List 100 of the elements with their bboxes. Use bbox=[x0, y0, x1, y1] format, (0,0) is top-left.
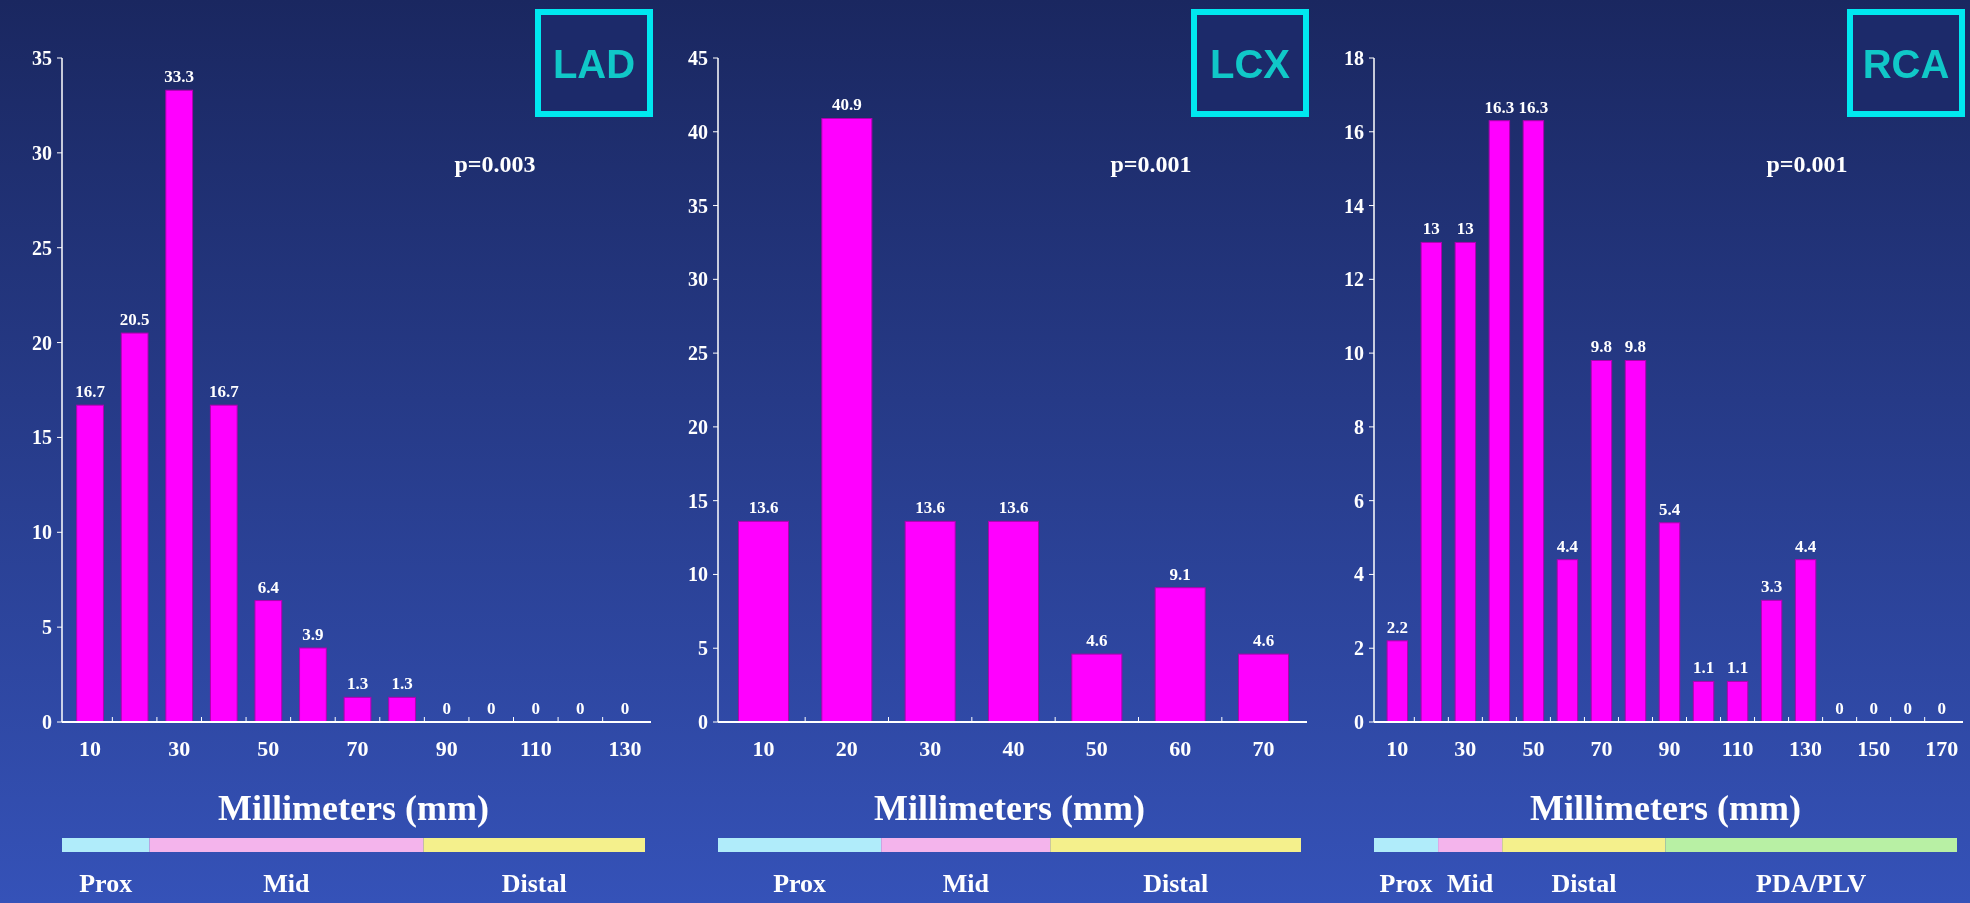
bar bbox=[1726, 680, 1749, 723]
x-axis-title: Millimeters (mm) bbox=[1530, 788, 1801, 828]
text: Mid bbox=[263, 869, 311, 898]
data-label: 0 bbox=[1835, 699, 1844, 718]
bar bbox=[1658, 522, 1681, 723]
y-tick-label: 6 bbox=[1354, 489, 1364, 512]
y-tick-label: 35 bbox=[688, 194, 708, 217]
data-label: 3.3 bbox=[1760, 577, 1783, 597]
bar bbox=[988, 520, 1039, 723]
y-tick-label: 5 bbox=[698, 637, 708, 660]
x-tick-label: 130 bbox=[1789, 736, 1823, 761]
text: Distal bbox=[1143, 869, 1209, 898]
data-label: 16.7 bbox=[208, 382, 240, 402]
x-tick-label: 170 bbox=[1925, 736, 1959, 761]
x-tick-label: 40 bbox=[1002, 736, 1025, 761]
y-tick-label: 15 bbox=[688, 489, 708, 512]
x-tick-label: 10 bbox=[752, 736, 775, 761]
y-tick-label: 40 bbox=[688, 120, 708, 143]
bar bbox=[299, 647, 327, 723]
data-label: 40.9 bbox=[831, 95, 862, 115]
bar bbox=[343, 696, 372, 723]
x-tick-label: 90 bbox=[1658, 736, 1681, 761]
text: PDA/PLV bbox=[1756, 869, 1867, 898]
data-label: 6.4 bbox=[257, 577, 280, 597]
x-tick-label: 30 bbox=[168, 736, 191, 761]
y-tick-label: 0 bbox=[698, 711, 708, 733]
y-tick-label: 25 bbox=[32, 236, 52, 259]
data-label: 0 bbox=[1869, 699, 1878, 718]
data-label: 0 bbox=[620, 699, 630, 718]
bar bbox=[738, 520, 789, 723]
data-label: 13 bbox=[1422, 219, 1440, 239]
bar bbox=[821, 118, 873, 723]
bar bbox=[254, 600, 283, 723]
data-label: 9.8 bbox=[1624, 337, 1647, 357]
chart-title: LCX bbox=[1210, 42, 1291, 86]
bar bbox=[120, 332, 149, 723]
bar bbox=[76, 404, 104, 723]
x-axis-title: Millimeters (mm) bbox=[874, 788, 1145, 828]
x-tick-label: 30 bbox=[919, 736, 942, 761]
chart-title: RCA bbox=[1862, 42, 1950, 86]
data-label: 4.6 bbox=[1252, 631, 1275, 651]
text: Prox bbox=[79, 869, 133, 898]
annotation: p=0.003 bbox=[454, 151, 536, 177]
bar bbox=[209, 404, 238, 723]
data-label: 33.3 bbox=[164, 67, 195, 87]
y-tick-label: 35 bbox=[32, 47, 52, 69]
bar bbox=[1238, 653, 1289, 723]
y-tick-label: 14 bbox=[1344, 194, 1364, 217]
annotation: p=0.001 bbox=[1766, 151, 1848, 177]
data-label: 16.3 bbox=[1518, 97, 1549, 117]
x-tick-label: 30 bbox=[1454, 736, 1477, 761]
bar bbox=[1692, 680, 1715, 723]
y-tick-label: 5 bbox=[42, 616, 52, 639]
bar bbox=[1522, 120, 1545, 723]
bar bbox=[1154, 587, 1206, 723]
bar bbox=[1420, 241, 1443, 723]
x-tick-label: 60 bbox=[1169, 736, 1192, 761]
data-label: 3.9 bbox=[302, 625, 324, 645]
data-label: 5.4 bbox=[1658, 499, 1681, 519]
y-tick-label: 2 bbox=[1354, 637, 1364, 660]
y-tick-label: 10 bbox=[1344, 342, 1364, 365]
y-tick-label: 12 bbox=[1344, 268, 1364, 291]
x-tick-label: 70 bbox=[346, 736, 369, 761]
data-label: 0 bbox=[1903, 699, 1912, 718]
x-axis-title: Millimeters (mm) bbox=[218, 788, 489, 828]
x-tick-label: 130 bbox=[608, 736, 642, 761]
data-label: 2.2 bbox=[1386, 617, 1408, 637]
data-label: 0 bbox=[531, 699, 541, 718]
data-label: 4.4 bbox=[1794, 536, 1817, 556]
bar bbox=[1760, 599, 1783, 723]
data-label: 1.3 bbox=[346, 674, 369, 694]
x-tick-label: 50 bbox=[1085, 736, 1108, 761]
bar bbox=[1071, 653, 1123, 723]
x-tick-label: 20 bbox=[835, 736, 858, 761]
x-tick-label: 50 bbox=[1522, 736, 1545, 761]
y-tick-label: 0 bbox=[1354, 711, 1364, 733]
x-tick-label: 70 bbox=[1590, 736, 1613, 761]
chart-title: LAD bbox=[552, 42, 636, 86]
x-tick-label: 70 bbox=[1252, 736, 1275, 761]
y-tick-label: 0 bbox=[42, 711, 52, 733]
text: Prox bbox=[1379, 869, 1433, 898]
data-label: 13.6 bbox=[998, 498, 1029, 518]
y-tick-label: 18 bbox=[1344, 47, 1364, 69]
y-tick-label: 30 bbox=[32, 141, 52, 164]
data-label: 0 bbox=[1937, 699, 1946, 718]
data-label: 1.1 bbox=[1692, 658, 1715, 678]
x-tick-label: 90 bbox=[435, 736, 458, 761]
y-tick-label: 15 bbox=[32, 426, 52, 449]
x-tick-label: 150 bbox=[1857, 736, 1891, 761]
text: Distal bbox=[1551, 869, 1617, 898]
bar bbox=[388, 696, 416, 723]
data-label: 13.6 bbox=[915, 498, 946, 518]
bar bbox=[1454, 241, 1477, 723]
x-tick-label: 110 bbox=[519, 736, 552, 761]
data-label: 4.6 bbox=[1086, 631, 1108, 651]
data-label: 4.4 bbox=[1556, 536, 1579, 556]
data-label: 13.6 bbox=[748, 498, 779, 518]
x-tick-label: 50 bbox=[257, 736, 280, 761]
bar bbox=[904, 520, 956, 723]
x-tick-label: 10 bbox=[79, 736, 102, 761]
